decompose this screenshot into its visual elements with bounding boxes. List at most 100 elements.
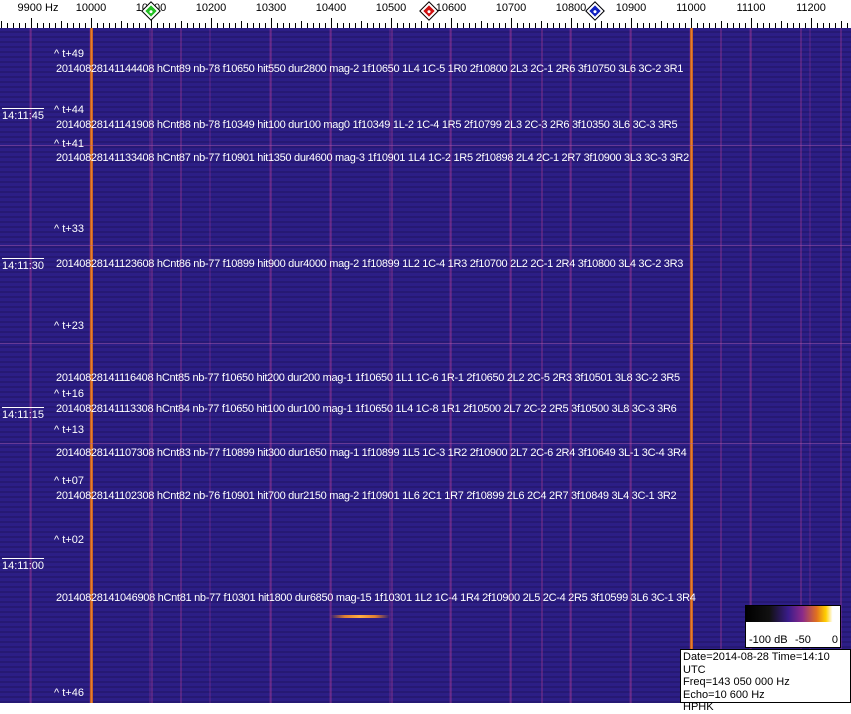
axis-tick — [385, 23, 386, 28]
detection-line: 20140828141141908 hCnt88 nb-78 f10349 hi… — [56, 119, 678, 131]
axis-tick — [697, 23, 698, 28]
signal-line — [151, 28, 153, 703]
axis-tick-label: 10700 — [495, 2, 527, 14]
axis-tick — [727, 23, 728, 28]
axis-tick — [841, 21, 842, 28]
axis-tick — [631, 18, 632, 28]
axis-tick — [691, 18, 692, 28]
axis-tick — [67, 23, 68, 28]
time-offset-label: ^ t+07 — [54, 475, 84, 487]
axis-tick — [703, 23, 704, 28]
axis-tick — [625, 23, 626, 28]
axis-tick — [559, 23, 560, 28]
axis-tick-label: 11000 — [676, 2, 706, 14]
axis-tick — [85, 23, 86, 28]
axis-tick-label: 10500 — [375, 2, 407, 14]
axis-tick — [469, 23, 470, 28]
axis-tick — [415, 23, 416, 28]
time-offset-label: ^ t+02 — [54, 534, 84, 546]
axis-tick — [793, 23, 794, 28]
axis-tick — [163, 23, 164, 28]
axis-tick — [613, 23, 614, 28]
axis-tick — [193, 23, 194, 28]
axis-tick — [829, 23, 830, 28]
axis-tick — [241, 21, 242, 28]
axis-tick — [595, 23, 596, 28]
axis-unit-label: 9900 Hz — [17, 2, 59, 14]
axis-tick — [679, 23, 680, 28]
axis-tick — [121, 21, 122, 28]
color-gradient — [746, 606, 840, 622]
axis-tick — [811, 18, 812, 28]
time-offset-label: ^ t+23 — [54, 320, 84, 332]
signal-line — [630, 28, 632, 703]
axis-tick — [13, 23, 14, 28]
axis-tick — [55, 23, 56, 28]
waterfall-spectrogram[interactable]: 20140828141144408 hCnt89 nb-78 f10650 hi… — [0, 28, 851, 703]
signal-line — [391, 28, 393, 703]
axis-tick — [337, 23, 338, 28]
axis-tick — [439, 23, 440, 28]
axis-tick-label: 10000 — [75, 2, 107, 14]
axis-tick — [367, 23, 368, 28]
axis-tick — [145, 23, 146, 28]
axis-tick — [751, 18, 752, 28]
axis-tick — [229, 23, 230, 28]
axis-tick — [511, 18, 512, 28]
axis-tick — [775, 23, 776, 28]
signal-line — [450, 28, 452, 703]
axis-tick — [187, 23, 188, 28]
axis-tick — [685, 23, 686, 28]
axis-tick — [817, 23, 818, 28]
scale-max-label: 0 — [831, 634, 838, 646]
axis-tick — [487, 23, 488, 28]
info-freq: Freq=143 050 000 Hz — [683, 676, 790, 688]
axis-tick — [433, 23, 434, 28]
axis-tick — [547, 23, 548, 28]
axis-tick — [781, 21, 782, 28]
axis-tick — [655, 23, 656, 28]
time-offset-label: ^ t+49 — [54, 48, 84, 60]
axis-tick — [265, 23, 266, 28]
info-echo: Echo=10 600 Hz — [683, 688, 765, 701]
signal-line — [270, 28, 272, 703]
time-offset-label: ^ t+16 — [54, 388, 84, 400]
axis-tick — [169, 23, 170, 28]
detection-line: 20140828141144408 hCnt89 nb-78 f10650 hi… — [56, 63, 684, 75]
detection-line: 20140828141133408 hCnt87 nb-77 f10901 hi… — [56, 152, 689, 164]
axis-tick-label: 10300 — [255, 2, 287, 14]
axis-tick — [733, 23, 734, 28]
time-label: 14:11:30 — [2, 258, 45, 272]
detection-line: 20140828141123608 hCnt86 nb-77 f10899 hi… — [56, 258, 684, 270]
signal-line — [541, 28, 543, 703]
axis-tick — [19, 23, 20, 28]
axis-tick — [331, 18, 332, 28]
axis-tick — [583, 23, 584, 28]
time-offset-label: ^ t+41 — [54, 138, 84, 150]
detection-line: 20140828141102308 hCnt82 nb-76 f10901 hi… — [56, 490, 677, 502]
axis-tick — [289, 23, 290, 28]
axis-tick — [757, 23, 758, 28]
axis-tick — [181, 21, 182, 28]
row-separator — [0, 245, 851, 246]
axis-tick — [43, 23, 44, 28]
carrier-line-11000 — [690, 28, 693, 703]
axis-tick — [499, 23, 500, 28]
axis-tick — [661, 21, 662, 28]
axis-tick — [235, 23, 236, 28]
signal-line — [800, 28, 802, 703]
info-date: Date=2014-08-28 Time=14:10 UTC — [683, 651, 830, 676]
signal-line — [750, 28, 752, 703]
axis-tick — [823, 23, 824, 28]
axis-tick — [139, 23, 140, 28]
axis-tick — [535, 23, 536, 28]
detection-line: 20140828141046908 hCnt81 nb-77 f10301 hi… — [56, 592, 696, 604]
axis-tick — [301, 21, 302, 28]
blue-marker-icon[interactable] — [585, 1, 605, 21]
axis-tick — [445, 23, 446, 28]
axis-tick — [325, 23, 326, 28]
axis-tick — [565, 23, 566, 28]
axis-tick — [355, 23, 356, 28]
axis-tick — [31, 18, 32, 28]
axis-tick — [493, 23, 494, 28]
